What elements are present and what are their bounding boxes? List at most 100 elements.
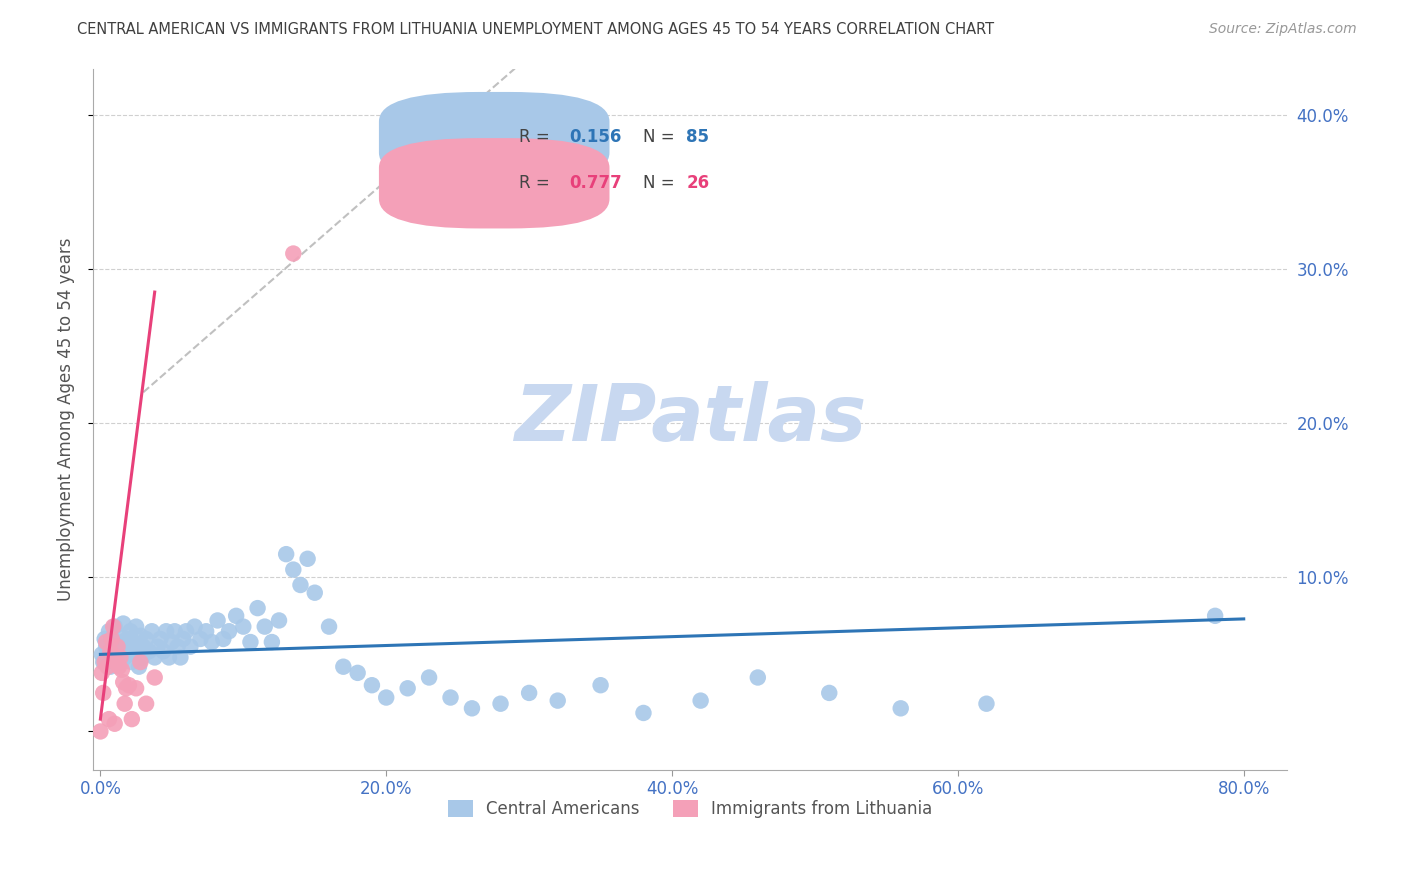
Point — [135, 632, 157, 646]
Point — [89, 724, 111, 739]
Point — [157, 650, 180, 665]
Point — [547, 693, 569, 707]
Text: CENTRAL AMERICAN VS IMMIGRANTS FROM LITHUANIA UNEMPLOYMENT AMONG AGES 45 TO 54 Y: CENTRAL AMERICAN VS IMMIGRANTS FROM LITH… — [77, 22, 994, 37]
Point — [104, 716, 127, 731]
Point — [361, 678, 384, 692]
Point — [439, 690, 461, 705]
Point — [297, 551, 319, 566]
Point — [110, 650, 132, 665]
Point — [818, 686, 841, 700]
Point — [183, 619, 205, 633]
Point — [94, 640, 117, 654]
Point — [283, 563, 305, 577]
Point — [246, 601, 269, 615]
Point — [91, 655, 114, 669]
Point — [93, 632, 115, 646]
Point — [114, 697, 136, 711]
Point — [94, 635, 117, 649]
Point — [141, 624, 163, 639]
Point — [276, 547, 298, 561]
Point — [108, 629, 131, 643]
Point — [633, 706, 655, 720]
Point — [232, 619, 254, 633]
Point — [179, 640, 201, 654]
Point — [135, 697, 157, 711]
Point — [212, 632, 235, 646]
Point — [124, 648, 146, 662]
Point — [111, 663, 134, 677]
Point — [283, 246, 305, 260]
Point — [174, 624, 197, 639]
Point — [115, 640, 138, 654]
Point — [97, 624, 120, 639]
Point — [125, 681, 148, 696]
Point — [108, 659, 131, 673]
Point — [225, 608, 247, 623]
Point — [146, 640, 169, 654]
Point — [143, 671, 166, 685]
Point — [122, 635, 145, 649]
Point — [132, 640, 155, 654]
Point — [155, 624, 177, 639]
Point — [195, 624, 218, 639]
Point — [166, 640, 188, 654]
Text: Source: ZipAtlas.com: Source: ZipAtlas.com — [1209, 22, 1357, 37]
Point — [149, 632, 172, 646]
Point — [112, 675, 135, 690]
Point — [461, 701, 484, 715]
Point — [120, 624, 142, 639]
Point — [107, 648, 129, 662]
Point — [105, 655, 128, 669]
Point — [117, 632, 139, 646]
Point — [747, 671, 769, 685]
Point — [127, 640, 149, 654]
Point — [131, 650, 153, 665]
Point — [201, 635, 224, 649]
Point — [218, 624, 240, 639]
Point — [260, 635, 283, 649]
Point — [101, 635, 124, 649]
Point — [115, 681, 138, 696]
Point — [90, 648, 112, 662]
Point — [239, 635, 262, 649]
Point — [143, 650, 166, 665]
Point — [253, 619, 276, 633]
Point — [93, 655, 115, 669]
Point — [290, 578, 312, 592]
Point — [101, 632, 124, 646]
Point — [172, 632, 194, 646]
Point — [304, 585, 326, 599]
Point — [1204, 608, 1226, 623]
Point — [517, 686, 540, 700]
Point — [332, 659, 354, 673]
Point — [91, 686, 114, 700]
Point — [111, 635, 134, 649]
Point — [589, 678, 612, 692]
Point — [105, 640, 128, 654]
Point — [110, 655, 132, 669]
Point — [100, 659, 122, 673]
Point — [97, 712, 120, 726]
Point — [118, 678, 141, 692]
Point — [103, 644, 125, 658]
Text: ZIPatlas: ZIPatlas — [513, 381, 866, 458]
Point — [418, 671, 440, 685]
Point — [112, 616, 135, 631]
Point — [190, 632, 212, 646]
Point — [207, 614, 229, 628]
Point — [125, 619, 148, 633]
Point — [90, 665, 112, 680]
Point — [121, 712, 143, 726]
Point — [396, 681, 419, 696]
Point — [163, 624, 186, 639]
Point — [375, 690, 398, 705]
Point — [976, 697, 998, 711]
Point — [346, 665, 368, 680]
Point — [96, 650, 118, 665]
Point — [169, 650, 191, 665]
Point — [318, 619, 340, 633]
Point — [100, 644, 122, 658]
Y-axis label: Unemployment Among Ages 45 to 54 years: Unemployment Among Ages 45 to 54 years — [58, 237, 75, 601]
Point — [107, 640, 129, 654]
Point — [489, 697, 512, 711]
